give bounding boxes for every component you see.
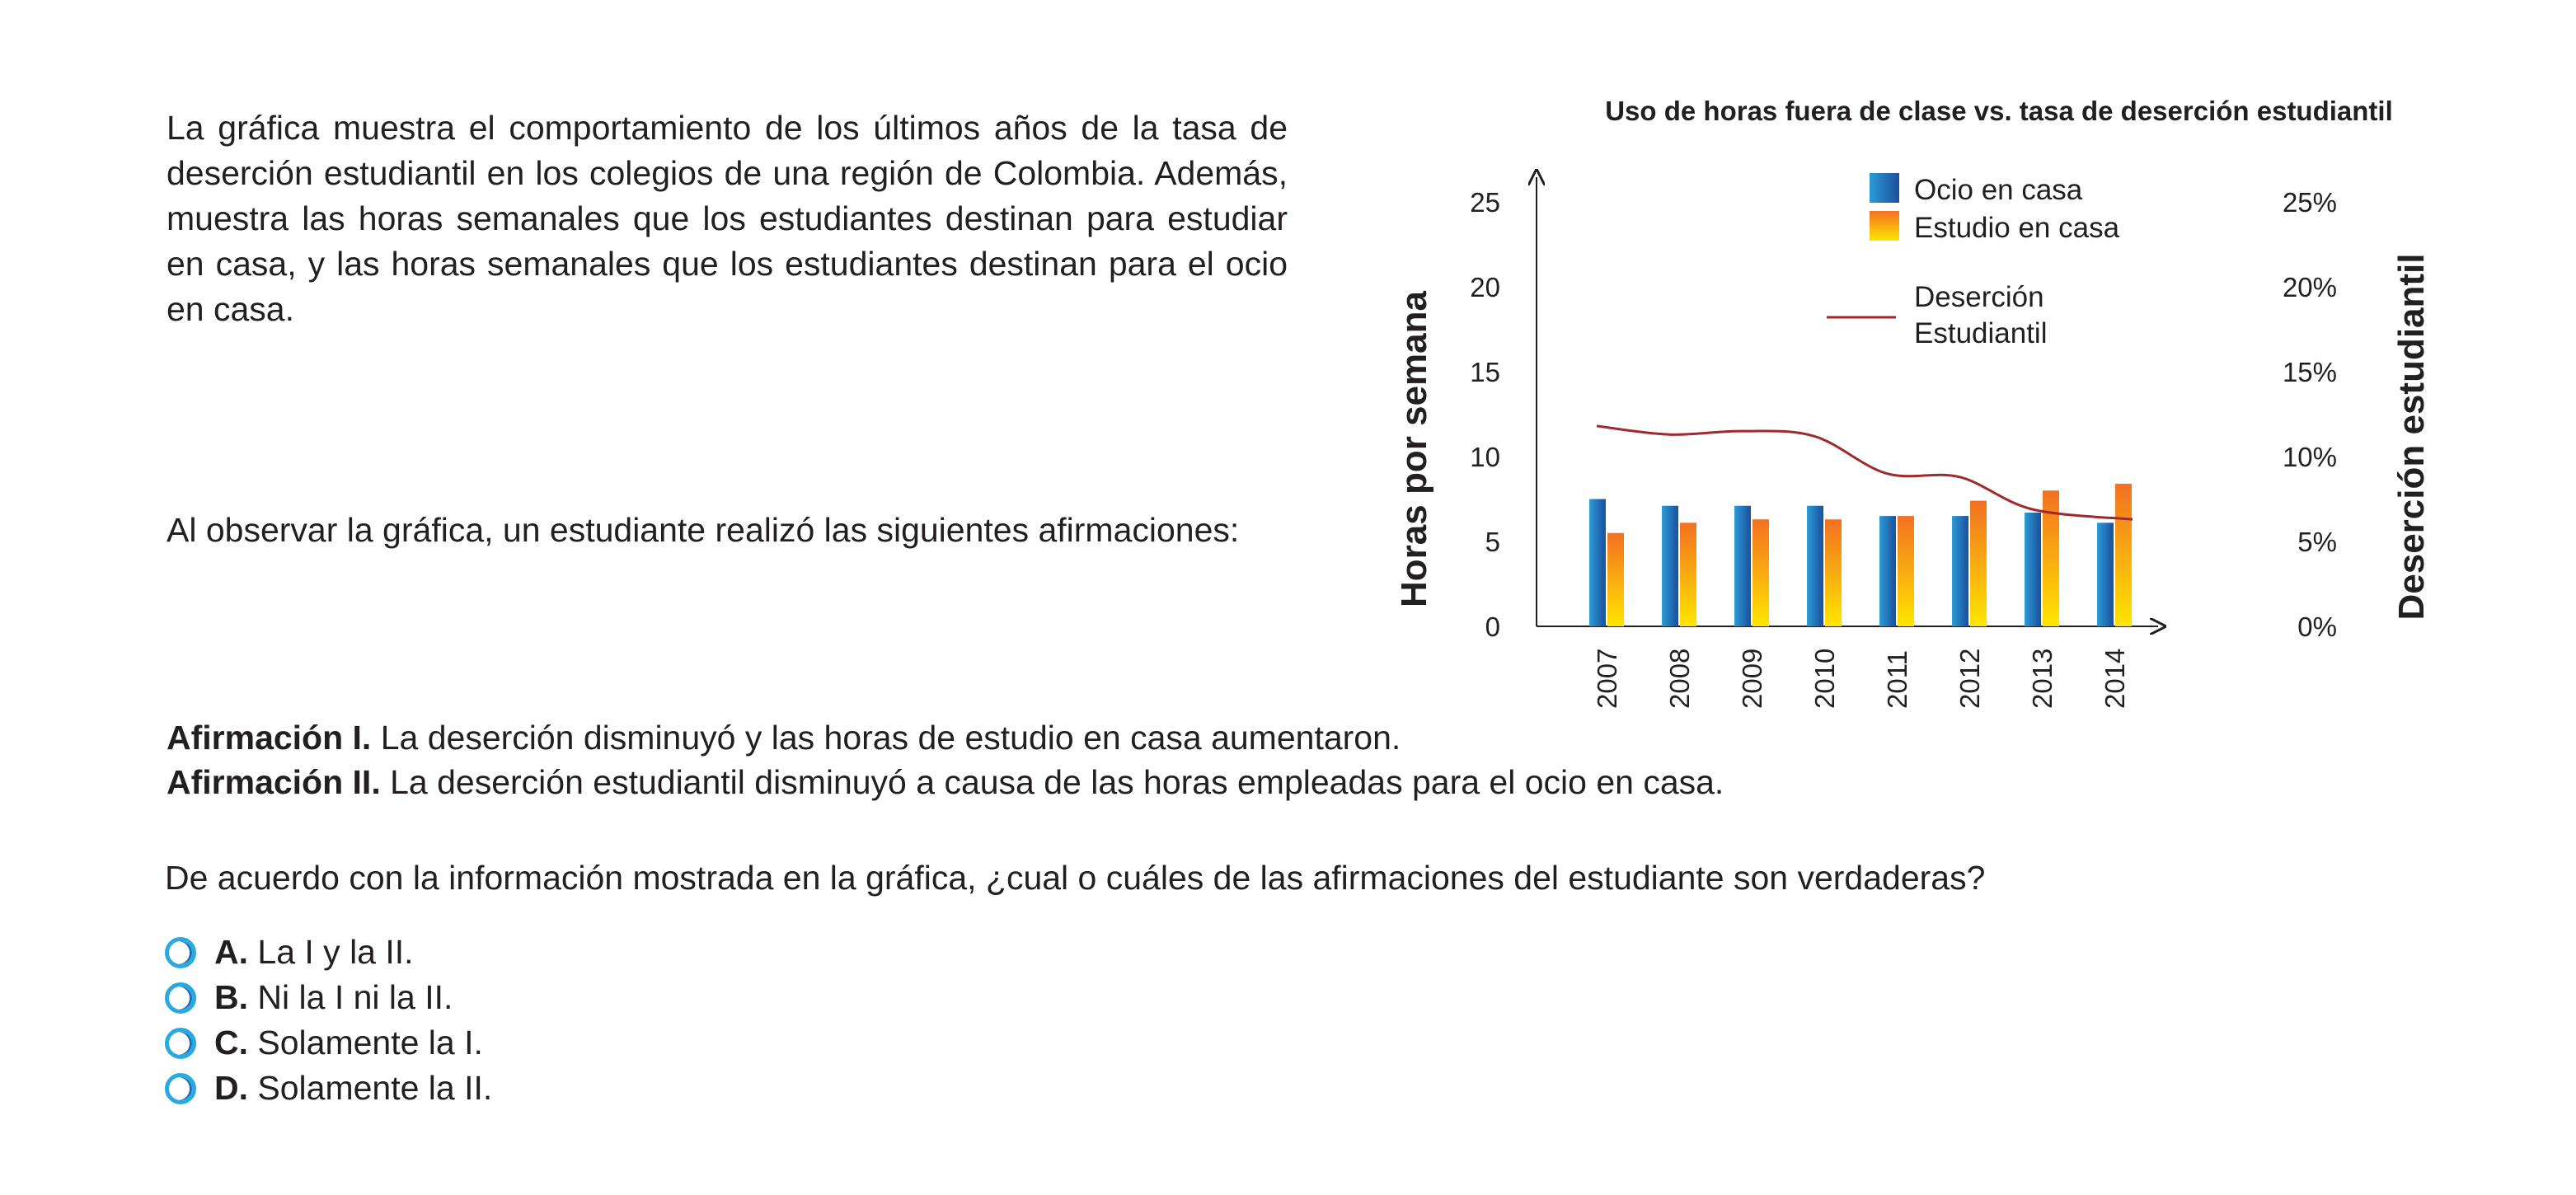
bar-estudio [2043,490,2059,626]
bar-estudio [1753,519,1769,626]
y2-tick-label: 25% [2283,187,2337,218]
option-c[interactable]: C. Solamente la I. [165,1020,492,1066]
legend-label-estudio: Estudio en casa [1914,212,2120,244]
bar-estudio [1607,532,1624,626]
y-tick-label: 0 [1485,612,1500,642]
option-b-letter: B. [214,978,248,1016]
option-c-text: Solamente la I. [257,1024,483,1061]
chart-title: Uso de horas fuera de clase vs. tasa de … [1605,96,2393,126]
y2-axis-label: Deserción estudiantil [2391,253,2432,620]
legend-swatch-estudio [1870,211,1899,241]
option-a[interactable]: A. La I y la II. [165,930,492,975]
radio-icon[interactable] [165,982,196,1014]
bar-estudio [1898,516,1914,626]
bar-estudio [1680,523,1696,626]
x-tick-label: 2013 [2027,649,2058,709]
legend: Ocio en casa Estudio en casa Deserción Es… [1827,173,2120,349]
bar-ocio [1589,499,1606,626]
y-axis-label: Horas por semana [1394,291,1434,607]
option-b-text: Ni la I ni la II. [257,978,453,1016]
option-a-text: La I y la II. [257,933,414,971]
affirmation-2: Afirmación II. La deserción estudiantil … [167,763,1724,802]
bar-ocio [2097,523,2114,626]
y-tick-label: 25 [1470,187,1500,218]
option-d-text: Solamente la II. [257,1069,493,1107]
y2-tick-label: 15% [2283,357,2337,387]
affirmation-2-label: Afirmación II. [167,763,381,801]
bar-estudio [1825,519,1842,626]
chart: Uso de horas fuera de clase vs. tasa de … [1394,96,2432,709]
legend-label-ocio: Ocio en casa [1914,174,2083,206]
legend-label-desercion-line: Estudiantil [1914,317,2047,349]
bar-ocio [2025,512,2041,626]
legend-label-desercion-line: Deserción [1914,281,2044,313]
x-tick-label: 2009 [1737,649,1767,709]
affirmation-2-text: La deserción estudiantil disminuyó a cau… [380,763,1724,801]
affirmation-1-label: Afirmación I. [167,719,372,757]
x-tick-label: 2007 [1592,649,1622,709]
bar-estudio [2115,483,2132,626]
radio-icon[interactable] [165,1072,196,1104]
y2-tick-label: 10% [2283,442,2337,472]
bar-ocio [1952,516,1968,626]
y-tick-label: 10 [1470,442,1500,472]
x-tick-label: 2012 [1954,649,1985,709]
option-a-letter: A. [214,933,248,971]
answer-options: A. La I y la II. B. Ni la I ni la II. C.… [165,930,492,1111]
radio-icon[interactable] [165,936,196,968]
radio-icon[interactable] [165,1027,196,1059]
y-tick-label: 5 [1485,527,1500,557]
legend-swatch-ocio [1870,173,1899,203]
x-tick-label: 2008 [1664,649,1695,709]
bar-ocio [1807,505,1823,626]
option-b[interactable]: B. Ni la I ni la II. [165,975,492,1020]
question-text: De acuerdo con la información mostrada e… [165,859,1986,897]
y-tick-label: 15 [1470,357,1500,387]
x-tick-label: 2011 [1882,650,1912,709]
y2-tick-label: 20% [2283,272,2337,302]
option-c-letter: C. [214,1024,248,1061]
bar-ocio [1662,505,1678,626]
x-tick-label: 2014 [2100,649,2130,709]
legend-label-desercion: Deserción Estudiantil [1914,281,2047,349]
bar-ocio [1734,505,1751,626]
x-tick-label: 2010 [1809,649,1840,709]
y2-tick-label: 0% [2297,612,2337,642]
affirmation-1-text: La deserción disminuyó y las horas de es… [371,719,1401,757]
intro-paragraph: La gráfica muestra el comportamiento de … [167,109,1288,328]
y-tick-label: 20 [1470,272,1500,302]
desercion-line [1596,424,2133,521]
option-d-letter: D. [214,1069,248,1107]
bar-estudio [1970,500,1987,626]
prompt-text: Al observar la gráfica, un estudiante re… [167,511,1240,549]
y2-tick-label: 5% [2297,527,2337,557]
affirmation-1: Afirmación I. La deserción disminuyó y l… [167,719,1401,757]
bar-ocio [1879,516,1896,626]
option-d[interactable]: D. Solamente la II. [165,1066,492,1111]
